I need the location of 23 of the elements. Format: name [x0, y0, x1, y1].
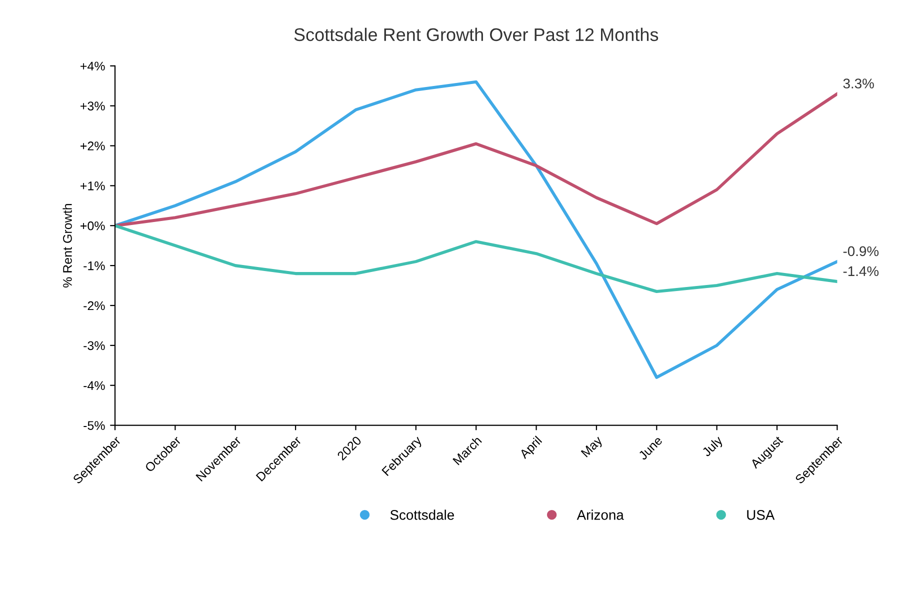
y-tick-label: +0% — [80, 221, 105, 230]
y-tick-label: -3% — [84, 341, 105, 350]
y-axis-title: % Rent Growth — [62, 204, 72, 288]
y-tick-label: +2% — [80, 142, 105, 150]
legend-label: USA — [747, 510, 775, 520]
line-series — [115, 224, 838, 294]
data-label: -1.4% — [843, 266, 879, 276]
legend-label: Arizona — [576, 510, 624, 520]
data-label: 3.3% — [843, 78, 874, 88]
chart-title: Scottsdale Rent Growth Over Past 12 Months — [294, 28, 658, 42]
y-tick-label: +3% — [80, 102, 105, 110]
y-tick-label: -2% — [84, 301, 105, 310]
x-tick-label: May — [580, 435, 605, 460]
line-series — [115, 92, 838, 228]
y-tick-label: +4% — [80, 62, 105, 70]
y-tick-label: -5% — [84, 421, 105, 430]
legend-label: Scottsdale — [390, 510, 454, 520]
data-label: -0.9% — [843, 246, 879, 256]
y-tick-label: -4% — [84, 381, 105, 390]
line-series — [115, 80, 838, 379]
y-tick-label: +1% — [80, 182, 105, 190]
x-tick-label: July — [701, 435, 726, 459]
y-tick-label: -1% — [84, 261, 105, 270]
